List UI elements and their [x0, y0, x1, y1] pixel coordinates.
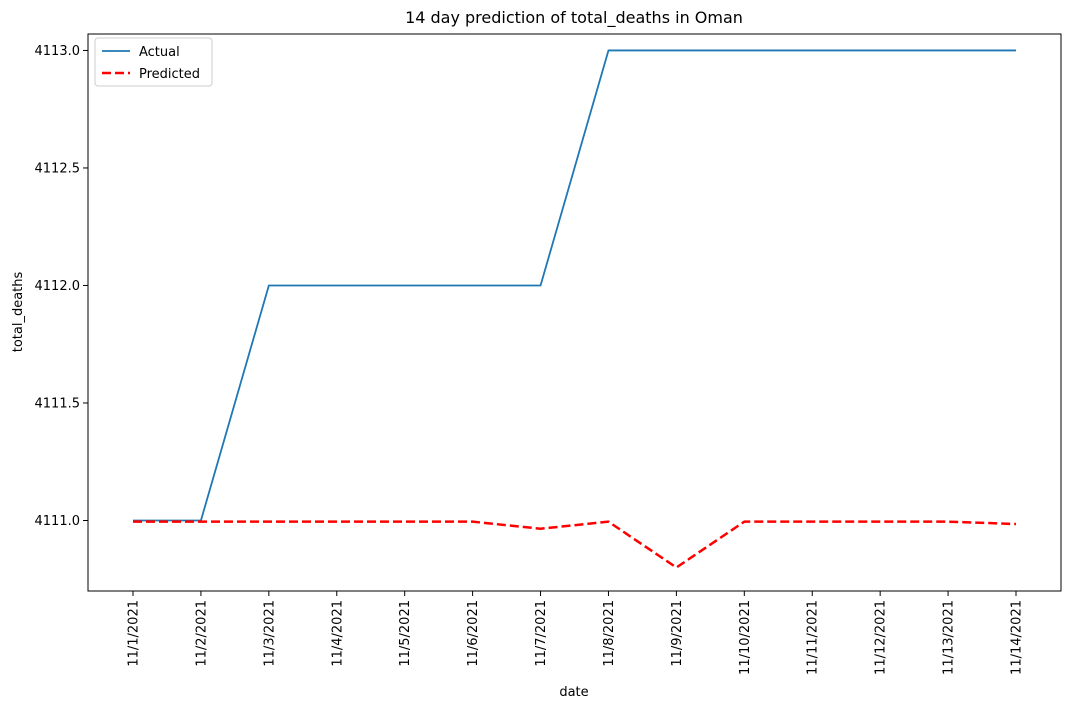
x-axis-label: date: [559, 685, 588, 700]
legend-box: [94, 37, 213, 87]
x-tick-label: 11/7/2021: [534, 600, 549, 667]
x-tick-label: 11/5/2021: [398, 600, 413, 667]
legend-label-predicted: Predicted: [139, 67, 200, 82]
x-tick-label: 11/6/2021: [466, 600, 481, 667]
y-tick-label: 4111.0: [35, 514, 81, 529]
x-tick-label: 11/1/2021: [127, 600, 142, 667]
x-tick-label: 11/14/2021: [1010, 600, 1025, 675]
series-line-actual: [133, 49, 1016, 522]
legend: Actual Predicted: [94, 37, 213, 87]
x-tick-label: 11/10/2021: [738, 600, 753, 675]
plot-area: [87, 33, 1062, 592]
series-layer: [133, 49, 1017, 569]
y-tick-label: 4113.0: [35, 44, 81, 59]
x-tick-label: 11/9/2021: [670, 600, 685, 667]
y-tick-label: 4112.5: [35, 161, 81, 176]
y-axis: 4111.0 4111.5 4112.0 4112.5 4113.0: [35, 44, 88, 529]
x-tick-label: 11/11/2021: [806, 600, 821, 675]
x-tick-label: 11/3/2021: [262, 600, 277, 667]
x-axis: 11/1/2021 11/2/2021 11/3/2021 11/4/2021 11/5…: [127, 591, 1025, 675]
x-tick-label: 11/2/2021: [194, 600, 209, 667]
x-tick-label: 11/12/2021: [874, 600, 889, 675]
y-tick-label: 4111.5: [35, 396, 81, 411]
legend-label-actual: Actual: [139, 45, 180, 60]
x-tick-label: 11/13/2021: [942, 600, 957, 675]
x-tick-label: 11/8/2021: [602, 600, 617, 667]
y-tick-label: 4112.0: [35, 279, 81, 294]
series-line-predicted: [133, 520, 1017, 569]
y-axis-label: total_deaths: [11, 272, 26, 353]
x-tick-label: 11/4/2021: [330, 600, 345, 667]
chart-title: 14 day prediction of total_deaths in Oma…: [405, 8, 743, 28]
